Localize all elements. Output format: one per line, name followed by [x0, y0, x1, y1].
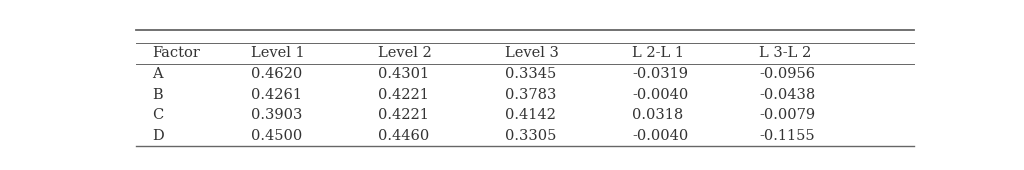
- Text: B: B: [152, 88, 163, 101]
- Text: -0.1155: -0.1155: [759, 129, 814, 143]
- Text: Level 2: Level 2: [378, 46, 432, 60]
- Text: 0.4221: 0.4221: [378, 108, 429, 122]
- Text: 0.4500: 0.4500: [251, 129, 302, 143]
- Text: -0.0040: -0.0040: [632, 129, 688, 143]
- Text: 0.4142: 0.4142: [505, 108, 556, 122]
- Text: 0.4460: 0.4460: [378, 129, 429, 143]
- Text: 0.3903: 0.3903: [251, 108, 302, 122]
- Text: 0.4301: 0.4301: [378, 67, 429, 81]
- Text: Level 1: Level 1: [251, 46, 304, 60]
- Text: -0.0956: -0.0956: [759, 67, 815, 81]
- Text: 0.4261: 0.4261: [251, 88, 302, 101]
- Text: 0.3305: 0.3305: [505, 129, 556, 143]
- Text: A: A: [152, 67, 163, 81]
- Text: 0.0318: 0.0318: [632, 108, 683, 122]
- Text: -0.0438: -0.0438: [759, 88, 815, 101]
- Text: 0.3783: 0.3783: [505, 88, 556, 101]
- Text: -0.0079: -0.0079: [759, 108, 815, 122]
- Text: -0.0040: -0.0040: [632, 88, 688, 101]
- Text: C: C: [152, 108, 163, 122]
- Text: 0.3345: 0.3345: [505, 67, 556, 81]
- Text: L 2-L 1: L 2-L 1: [632, 46, 684, 60]
- Text: L 3-L 2: L 3-L 2: [759, 46, 811, 60]
- Text: D: D: [152, 129, 164, 143]
- Text: Level 3: Level 3: [505, 46, 559, 60]
- Text: 0.4620: 0.4620: [251, 67, 302, 81]
- Text: Factor: Factor: [152, 46, 200, 60]
- Text: 0.4221: 0.4221: [378, 88, 429, 101]
- Text: -0.0319: -0.0319: [632, 67, 688, 81]
